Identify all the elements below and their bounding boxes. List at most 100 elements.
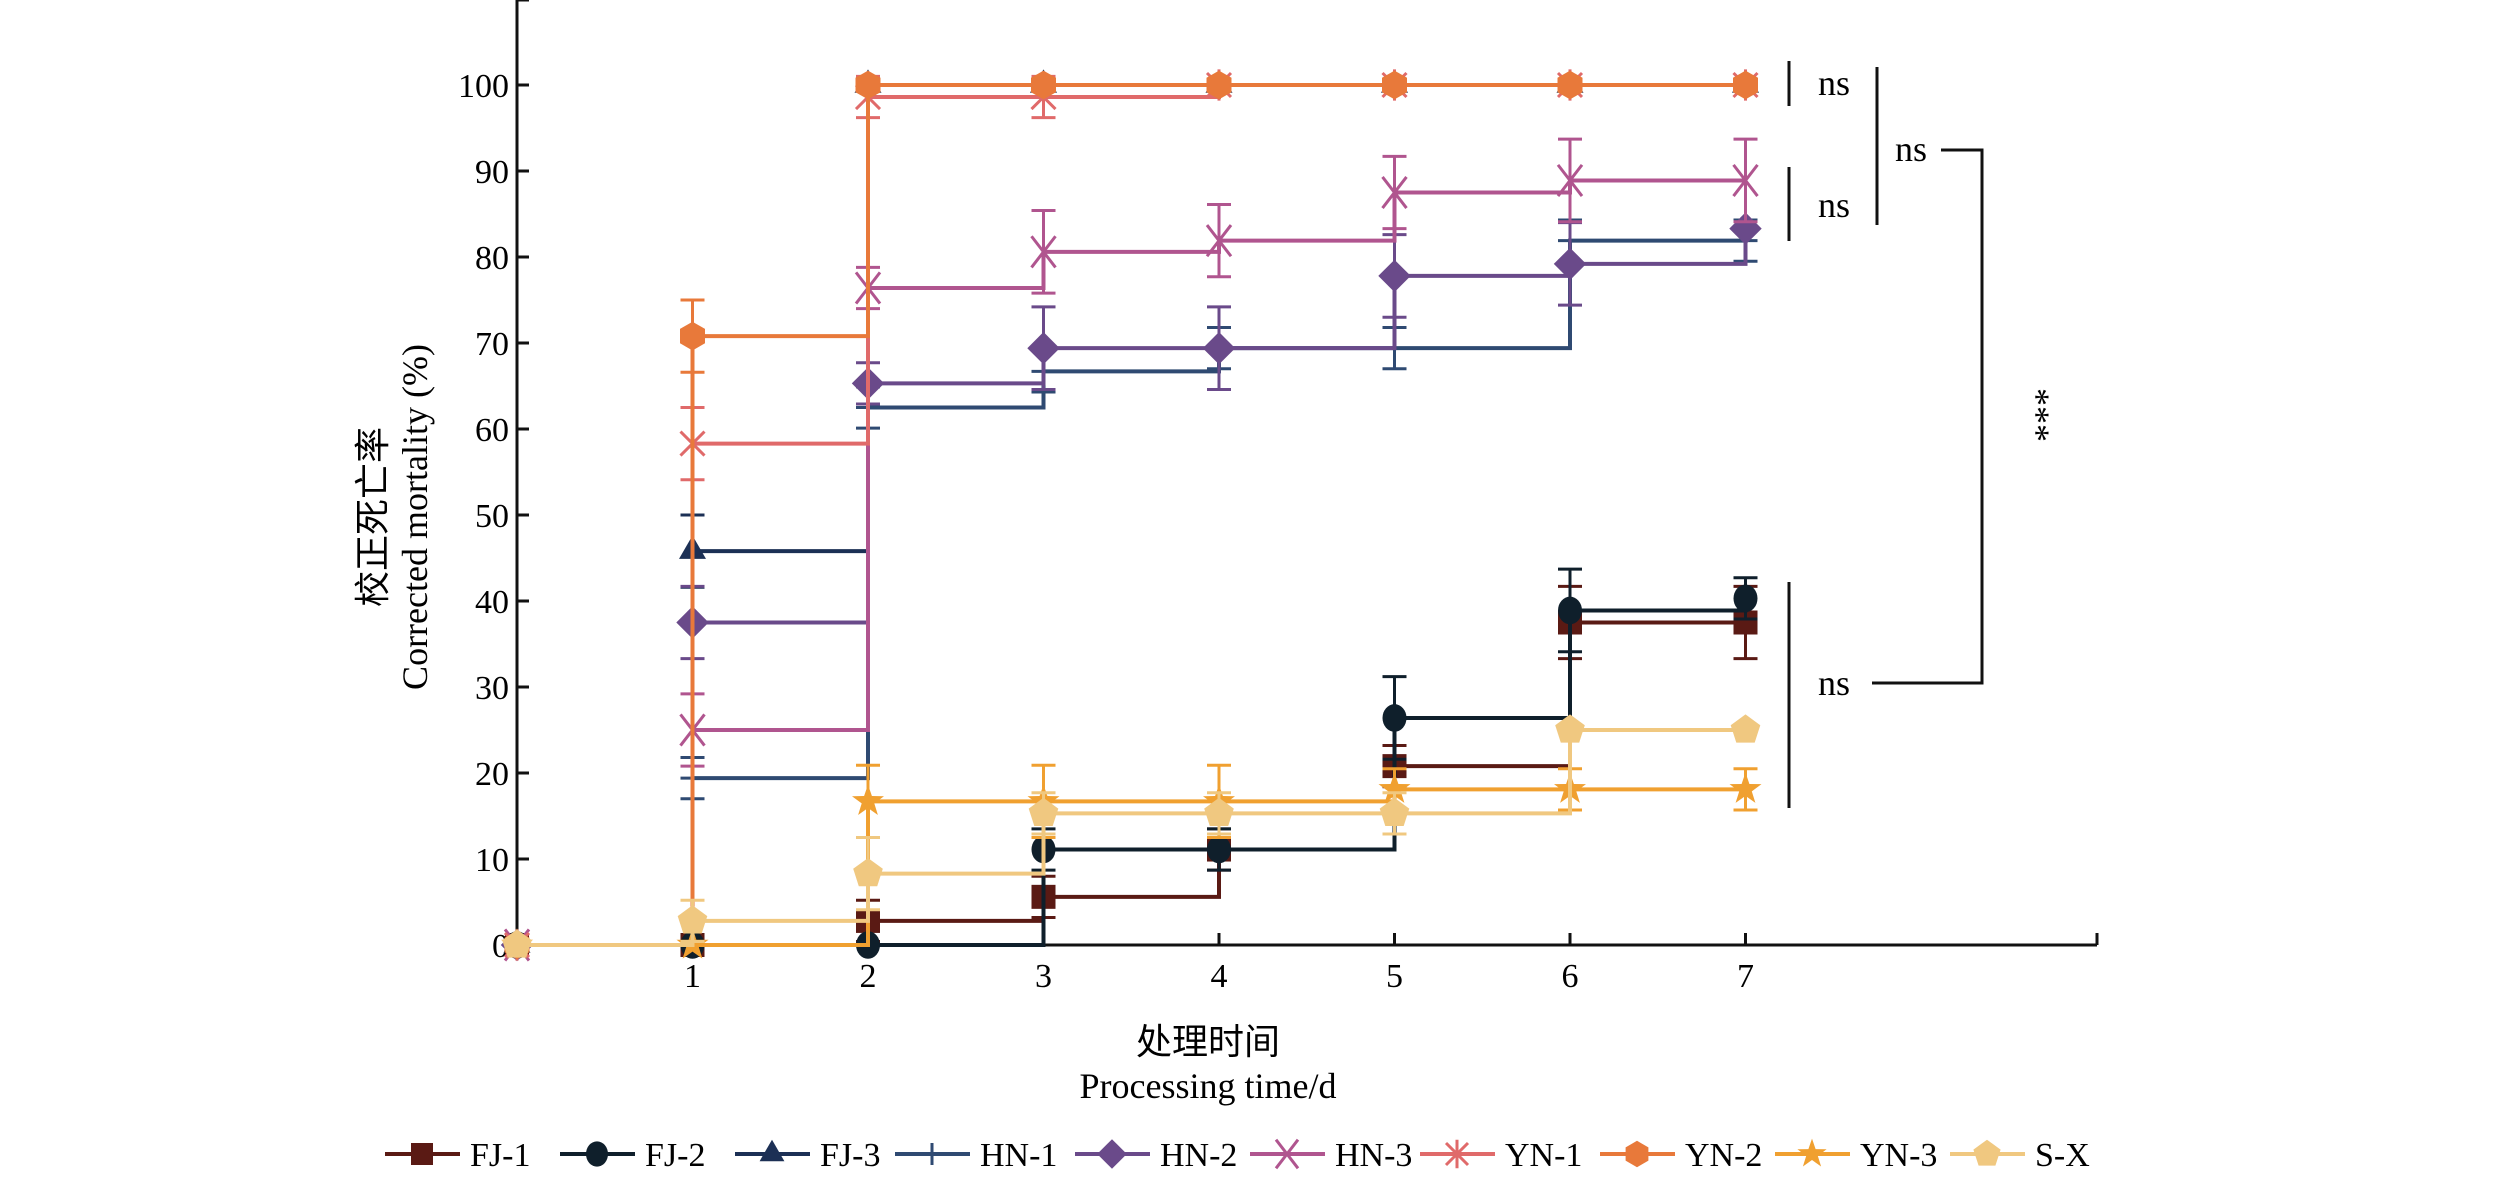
x-tick-label: 1 — [684, 958, 701, 995]
diamond-marker — [1027, 332, 1060, 365]
hexagon-marker — [1206, 70, 1232, 100]
legend-label: S-X — [2035, 1137, 2090, 1174]
star-marker — [1797, 1138, 1827, 1167]
data-point — [1207, 835, 1231, 864]
legend-item-s-x: S-X — [1950, 1137, 2090, 1174]
data-point — [1730, 714, 1761, 743]
diamond-marker — [1202, 332, 1236, 365]
hexagon-marker — [1557, 70, 1583, 100]
bracket-connector — [1872, 148, 1984, 685]
legend-item-yn-1: YN-1 — [1420, 1137, 1582, 1174]
legend-label: FJ-3 — [820, 1137, 880, 1174]
data-point — [1378, 772, 1411, 803]
legend-item-fj-3: FJ-3 — [735, 1137, 880, 1174]
legend-item-fj-2: FJ-2 — [560, 1137, 705, 1174]
y-tick-label: 40 — [475, 584, 509, 621]
data-point — [1733, 584, 1758, 613]
significance-brackets — [1787, 61, 1984, 808]
data-point — [1028, 797, 1059, 826]
legend-label: HN-3 — [1335, 1137, 1412, 1174]
x-axis-title-cn: 处理时间 — [1136, 1022, 1280, 1062]
pentagon-marker — [853, 858, 883, 887]
legend-item-hn-1: HN-1 — [895, 1137, 1057, 1174]
data-point — [1555, 714, 1585, 743]
legend-item-hn-2: HN-2 — [1075, 1137, 1237, 1174]
legend-label: HN-2 — [1160, 1137, 1237, 1174]
y-tick-label: 20 — [475, 756, 509, 793]
y-tick-label: 100 — [458, 68, 509, 105]
significance-stars: *** — [2017, 388, 2057, 442]
data-point — [1379, 797, 1410, 826]
ns-low-label: ns — [1818, 663, 1850, 703]
ns-top-label: ns — [1818, 63, 1850, 103]
hexagon-marker — [855, 70, 881, 100]
circle-marker — [1207, 835, 1231, 864]
pentagon-marker — [1973, 1139, 2001, 1166]
asterisk-marker — [1444, 1139, 1470, 1169]
star-marker — [1729, 772, 1762, 803]
legend-label: YN-3 — [1860, 1137, 1937, 1174]
step-line — [517, 83, 1746, 947]
x-marker — [1205, 224, 1233, 258]
data-point — [1558, 596, 1582, 625]
data-point — [1556, 163, 1584, 197]
data-point — [1382, 70, 1407, 100]
hexagon-marker — [1031, 70, 1056, 100]
x-tick-label: 3 — [1035, 958, 1052, 995]
x-marker — [1381, 175, 1408, 210]
legend-marker — [411, 1143, 433, 1165]
x-marker — [1732, 163, 1759, 197]
data-point — [1030, 235, 1057, 269]
hexagon-marker — [1625, 1140, 1649, 1168]
data-point — [1381, 175, 1408, 210]
x-marker — [1030, 235, 1057, 269]
legend-label: YN-1 — [1505, 1137, 1582, 1174]
star-marker — [1378, 772, 1411, 803]
legend-marker — [759, 1139, 785, 1162]
legend-label: FJ-1 — [470, 1137, 530, 1174]
x-tick-label: 2 — [860, 958, 877, 995]
step-line — [517, 620, 1746, 947]
y-tick-label: 90 — [475, 154, 509, 191]
data-point — [1027, 332, 1060, 365]
x-tick-label: 7 — [1737, 958, 1754, 995]
y-tick-label: 10 — [475, 842, 509, 879]
pentagon-marker — [1730, 714, 1761, 743]
square-marker — [411, 1143, 433, 1165]
data-point — [680, 321, 705, 351]
x-marker — [1274, 1138, 1300, 1170]
circle-marker — [1382, 704, 1407, 732]
circle-marker — [1558, 596, 1582, 625]
legend-marker — [1625, 1140, 1649, 1168]
pentagon-marker — [502, 929, 532, 958]
pentagon-marker — [1204, 797, 1234, 826]
triangle-marker — [759, 1139, 785, 1162]
data-point — [1206, 70, 1232, 100]
legend-marker — [1973, 1139, 2001, 1166]
legend-marker — [586, 1141, 608, 1167]
series-layer — [500, 69, 1762, 962]
pentagon-marker — [677, 905, 708, 934]
data-point — [1733, 70, 1758, 100]
data-point — [1557, 70, 1583, 100]
diamond-marker — [1553, 247, 1587, 281]
legend-item-yn-2: YN-2 — [1600, 1137, 1762, 1174]
pentagon-marker — [1555, 714, 1585, 743]
x-tick-label: 5 — [1386, 958, 1403, 995]
data-point — [852, 784, 884, 815]
data-point — [1031, 70, 1056, 100]
data-point — [1378, 259, 1411, 293]
data-point — [1204, 797, 1234, 826]
circle-marker — [1733, 584, 1758, 613]
data-point — [1729, 772, 1762, 803]
data-point — [1205, 224, 1233, 258]
step-line — [517, 178, 1746, 947]
ns-outer-label: ns — [1895, 129, 1927, 169]
y-tick-label: 30 — [475, 670, 509, 707]
series-hn-3 — [503, 137, 1759, 962]
data-point — [677, 905, 708, 934]
pentagon-marker — [1028, 797, 1059, 826]
legend-label: YN-2 — [1685, 1137, 1762, 1174]
